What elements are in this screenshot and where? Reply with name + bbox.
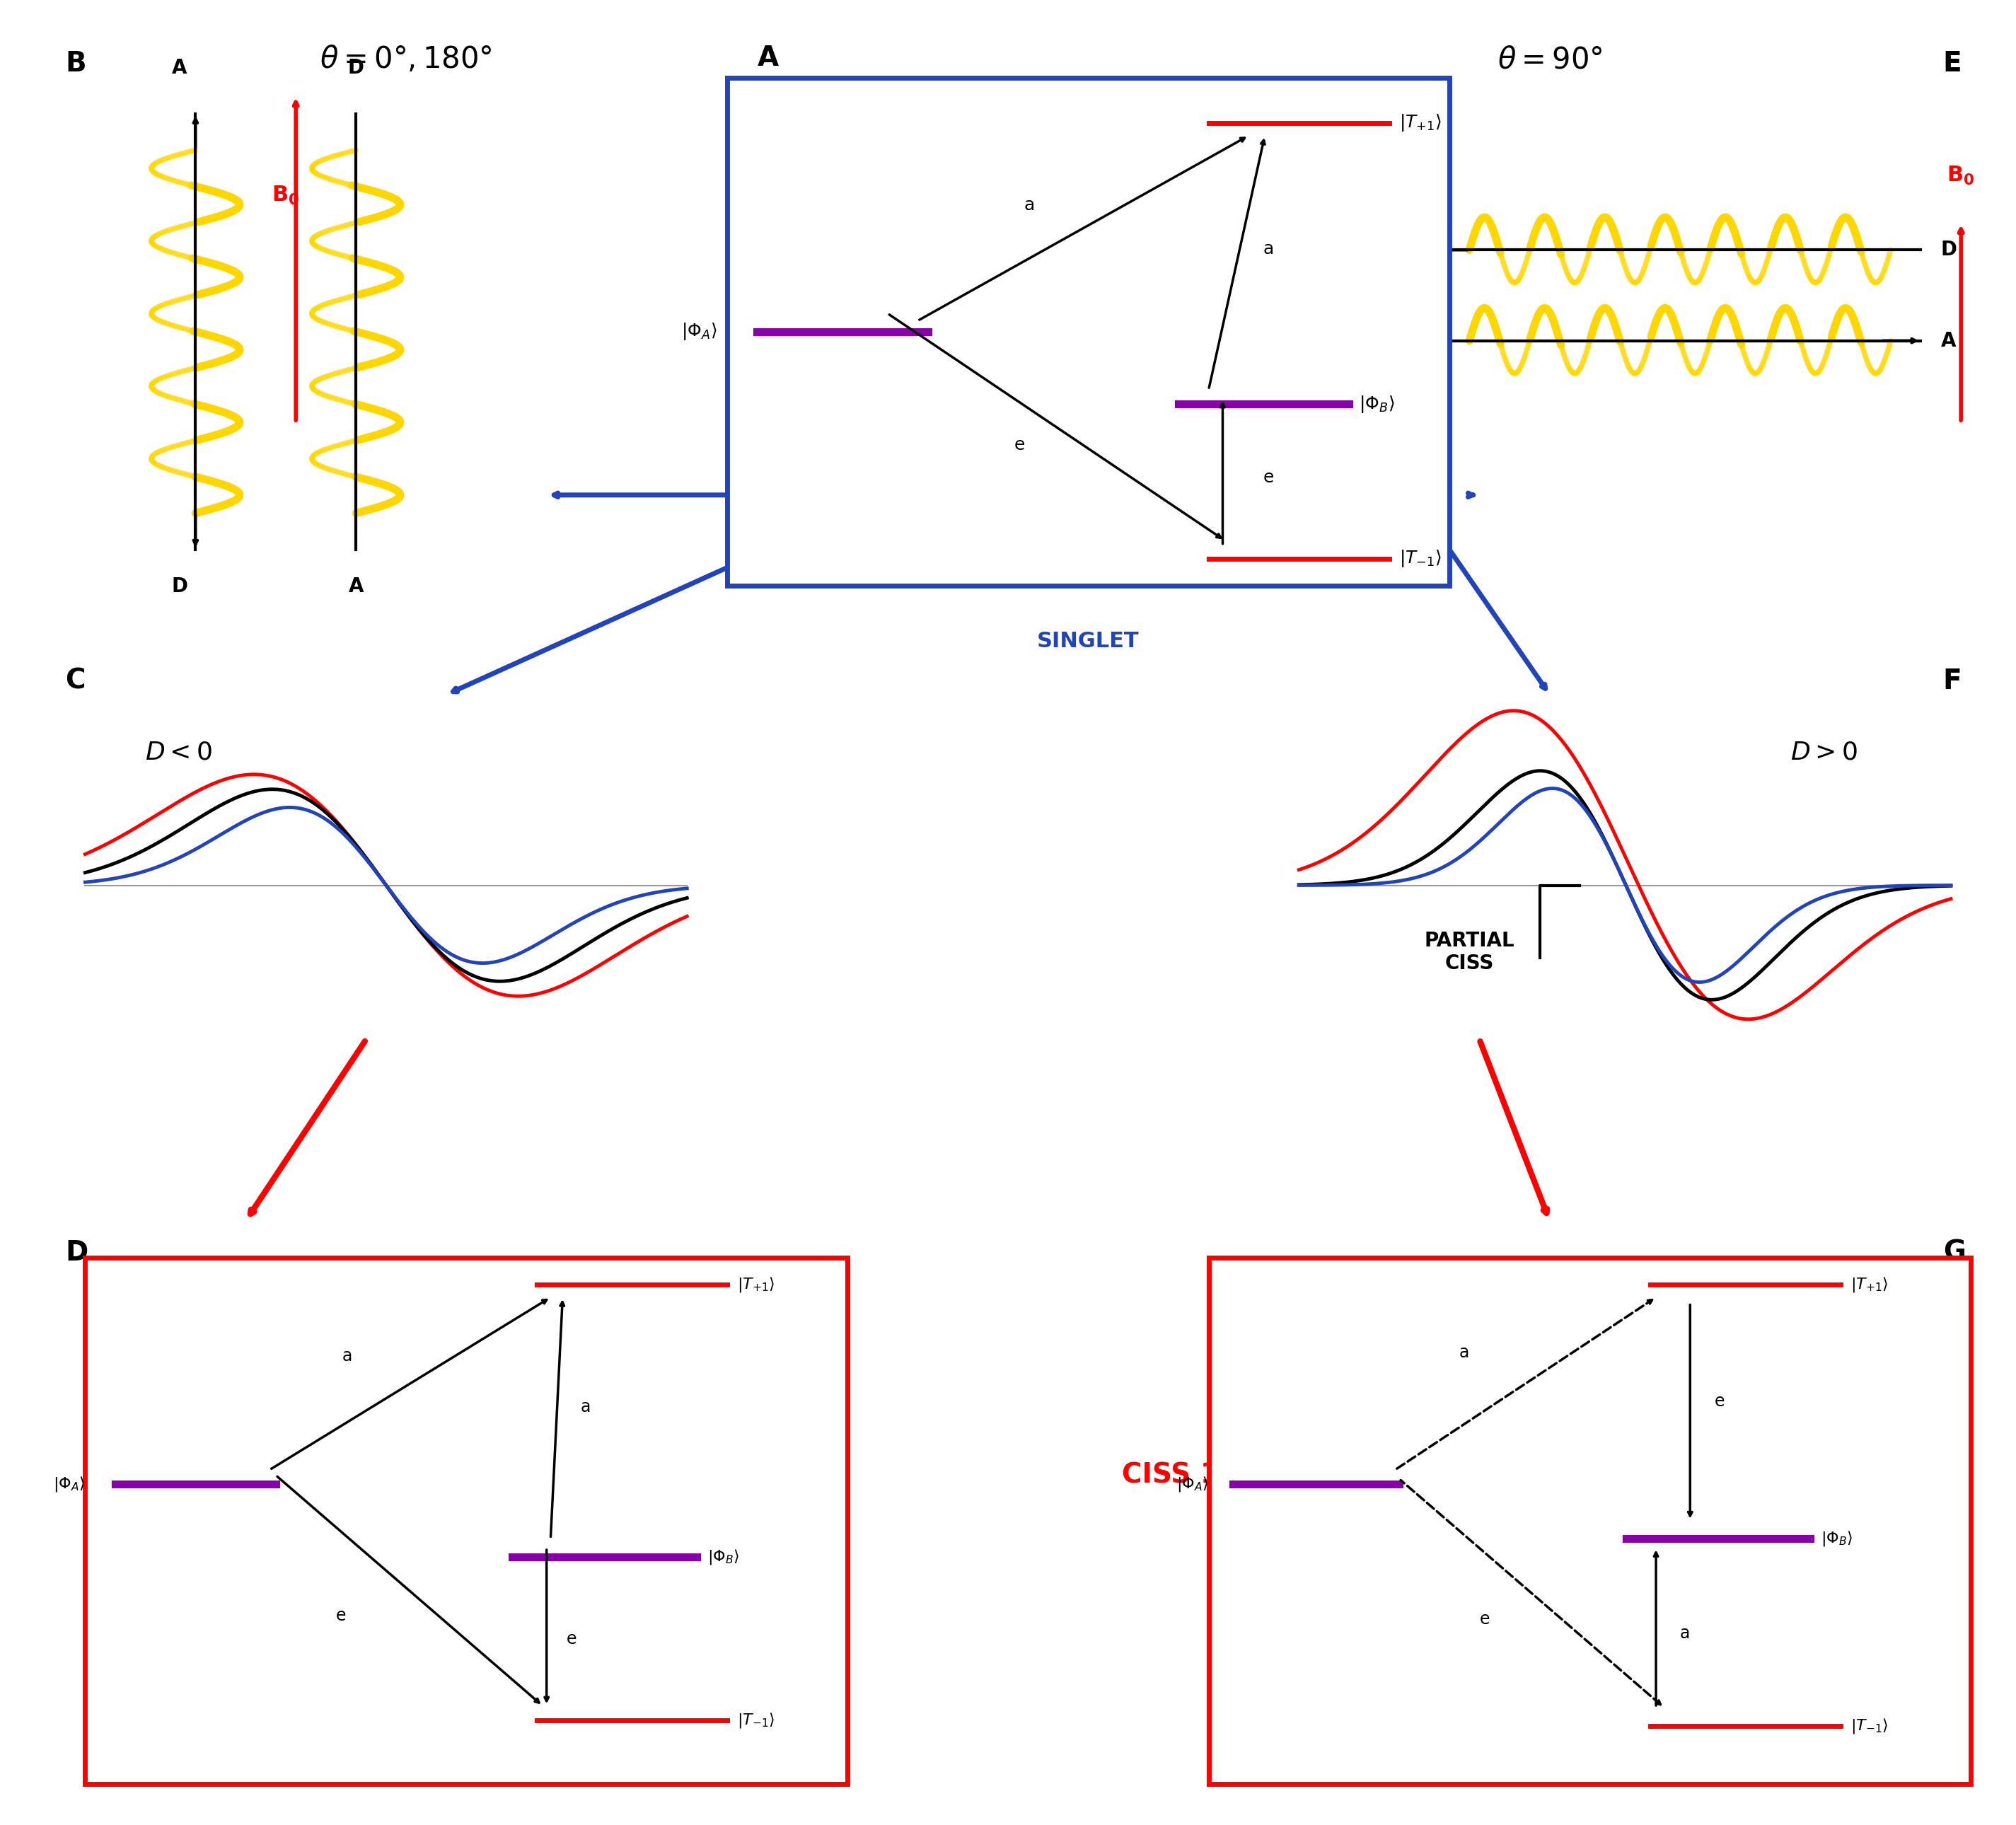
Text: $\mathbf{B_0}$: $\mathbf{B_0}$ <box>1947 164 1976 186</box>
Text: a: a <box>1460 1343 1470 1361</box>
Text: e: e <box>337 1608 347 1624</box>
FancyBboxPatch shape <box>728 77 1450 586</box>
Text: $|T_{-1}\rangle$: $|T_{-1}\rangle$ <box>1851 1717 1889 1736</box>
Text: $|\Phi_B\rangle$: $|\Phi_B\rangle$ <box>708 1548 740 1566</box>
FancyBboxPatch shape <box>85 1257 847 1783</box>
Text: A: A <box>171 58 187 77</box>
Text: $\theta = 0°, 180°$: $\theta = 0°, 180°$ <box>321 46 492 75</box>
Text: CISS 100 %: CISS 100 % <box>1123 1462 1294 1489</box>
Text: a: a <box>343 1347 353 1365</box>
Text: $|T_{+1}\rangle$: $|T_{+1}\rangle$ <box>1399 113 1441 133</box>
Text: e: e <box>566 1630 577 1648</box>
Text: e: e <box>1714 1392 1724 1409</box>
FancyBboxPatch shape <box>1210 1257 1972 1783</box>
Text: D: D <box>171 577 187 597</box>
Text: $\mathbf{B_0}$: $\mathbf{B_0}$ <box>272 184 300 206</box>
Text: C: C <box>65 668 85 694</box>
Text: a: a <box>1679 1624 1689 1642</box>
Text: G: G <box>1943 1239 1966 1267</box>
Text: $|\Phi_B\rangle$: $|\Phi_B\rangle$ <box>1359 394 1395 414</box>
Text: A: A <box>349 577 363 597</box>
Text: D: D <box>65 1239 89 1267</box>
Text: D: D <box>349 58 365 77</box>
Text: e: e <box>1014 436 1024 453</box>
Text: $|T_{-1}\rangle$: $|T_{-1}\rangle$ <box>738 1712 774 1730</box>
Text: $|\Phi_A\rangle$: $|\Phi_A\rangle$ <box>681 321 718 341</box>
Text: $|T_{+1}\rangle$: $|T_{+1}\rangle$ <box>1851 1276 1889 1294</box>
Text: B: B <box>65 51 87 77</box>
Text: F: F <box>1943 668 1962 694</box>
Text: $|T_{-1}\rangle$: $|T_{-1}\rangle$ <box>1399 548 1441 569</box>
Text: a: a <box>1024 197 1034 214</box>
Text: $D > 0$: $D > 0$ <box>1790 741 1857 765</box>
Text: e: e <box>1262 469 1274 485</box>
Text: $\theta = 90°$: $\theta = 90°$ <box>1498 46 1603 75</box>
Text: SINGLET: SINGLET <box>1036 631 1139 652</box>
Text: D: D <box>1941 241 1958 259</box>
Text: $|\Phi_B\rangle$: $|\Phi_B\rangle$ <box>1820 1529 1853 1548</box>
Text: $|\Phi_A\rangle$: $|\Phi_A\rangle$ <box>52 1475 85 1493</box>
Text: E: E <box>1943 51 1962 77</box>
Text: $|T_{+1}\rangle$: $|T_{+1}\rangle$ <box>738 1276 774 1294</box>
Text: a: a <box>581 1398 591 1414</box>
Text: e: e <box>1480 1611 1490 1628</box>
Text: PARTIAL
CISS: PARTIAL CISS <box>1423 931 1514 973</box>
Text: a: a <box>1262 241 1274 257</box>
Text: A: A <box>758 46 778 71</box>
Text: A: A <box>1941 330 1956 350</box>
Text: A: A <box>1385 241 1399 259</box>
Text: $D < 0$: $D < 0$ <box>145 741 212 765</box>
Text: $|\Phi_A\rangle$: $|\Phi_A\rangle$ <box>1177 1475 1210 1493</box>
Text: D: D <box>1413 330 1429 350</box>
